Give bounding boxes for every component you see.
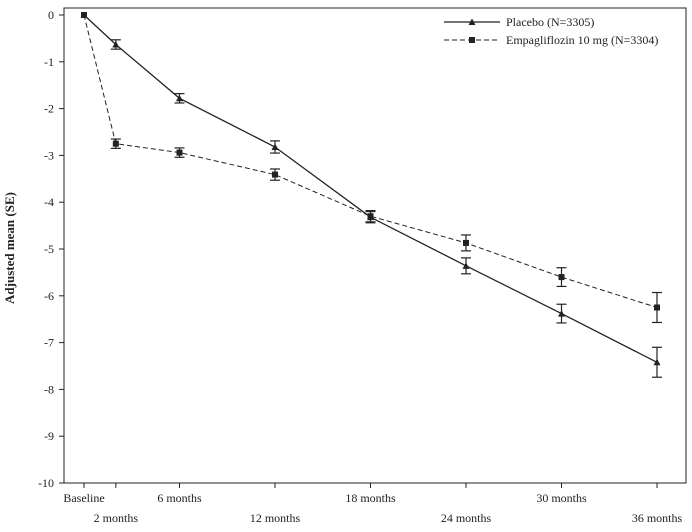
data-point	[112, 40, 120, 48]
y-tick-label: -10	[38, 476, 54, 490]
data-point	[81, 12, 87, 18]
x-tick-label: 24 months	[441, 511, 492, 525]
x-tick-label: 6 months	[157, 491, 202, 505]
y-axis-title: Adjusted mean (SE)	[2, 192, 17, 304]
data-point	[653, 358, 661, 366]
data-point	[558, 310, 565, 317]
x-tick-label: 2 months	[94, 511, 139, 525]
series-2	[81, 12, 662, 324]
y-tick-label: -3	[44, 148, 54, 162]
x-tick-label: 12 months	[250, 511, 301, 525]
data-point	[462, 262, 470, 269]
data-point	[367, 213, 374, 220]
data-point	[272, 171, 278, 178]
x-tick-label: 36 months	[632, 511, 683, 525]
x-tick-label: Baseline	[63, 491, 104, 505]
x-tick-label: 30 months	[536, 491, 587, 505]
y-tick-label: 0	[48, 8, 54, 22]
series-line	[83, 14, 658, 363]
series-line	[83, 14, 658, 308]
y-tick-label: -1	[44, 55, 54, 69]
y-tick-label: -7	[44, 336, 54, 350]
data-point	[112, 140, 119, 147]
plot-area: 0 -1 -2 -3 -4 -5 -6 -7 -8 -9 -10 Baseline 2 months 6 …	[38, 7, 687, 525]
y-tick-label: -6	[44, 289, 54, 303]
data-point	[463, 239, 469, 246]
legend-label: Placebo (N=3305)	[506, 15, 594, 29]
data-point	[176, 94, 183, 102]
legend-marker	[468, 18, 476, 25]
y-tick-label: -8	[44, 382, 54, 396]
x-tick-label: 18 months	[345, 491, 396, 505]
data-point	[558, 274, 565, 281]
plot-frame	[63, 7, 687, 484]
y-tick-label: -2	[44, 102, 54, 116]
legend: Placebo (N=3305) Empagliflozin 10 mg (N=3…	[444, 15, 658, 47]
data-point	[271, 143, 279, 150]
data-point	[654, 304, 660, 311]
legend-label: Empagliflozin 10 mg (N=3304)	[506, 33, 658, 47]
series-1	[80, 11, 662, 378]
y-tick-label: -9	[44, 429, 54, 443]
y-tick-label: -5	[44, 242, 54, 256]
data-point	[176, 149, 183, 156]
legend-marker	[469, 37, 475, 43]
y-tick-label: -4	[44, 195, 54, 209]
